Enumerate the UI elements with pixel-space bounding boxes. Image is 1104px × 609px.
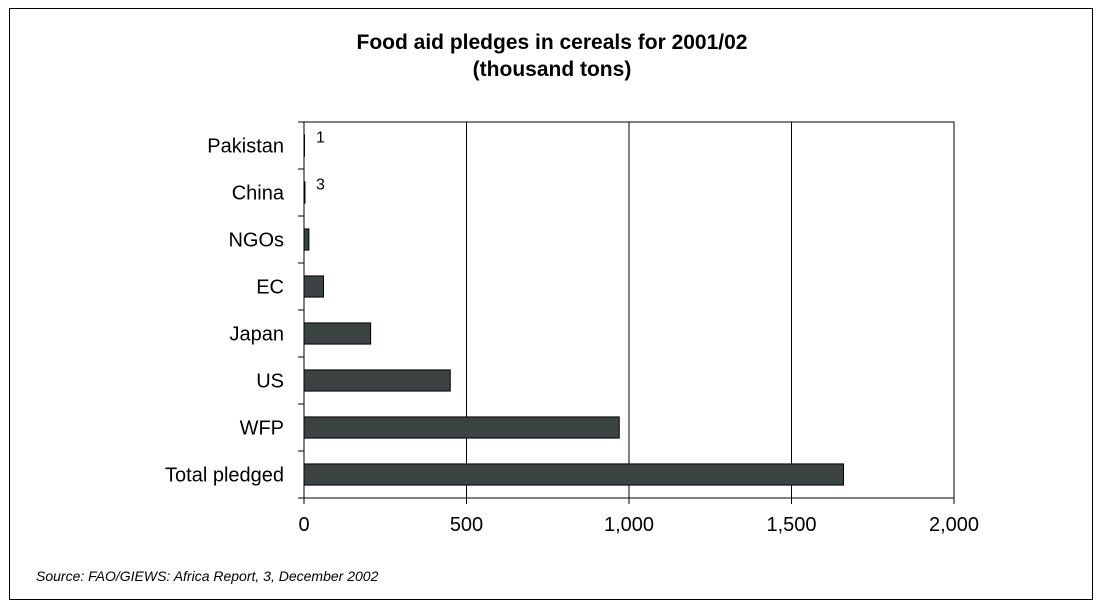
data-label-china: 3 <box>316 177 325 194</box>
source-note: Source: FAO/GIEWS: Africa Report, 3, Dec… <box>36 568 379 584</box>
category-label-china: China <box>232 183 285 205</box>
bar-japan <box>303 322 372 345</box>
x-tick-label-0: 0 <box>298 514 309 536</box>
bar-china <box>303 181 306 204</box>
category-label-ec: EC <box>256 277 284 299</box>
data-label-pakistan: 1 <box>316 130 325 147</box>
category-label-pakistan: Pakistan <box>207 136 284 158</box>
x-tick-label-1500: 1,500 <box>766 514 816 536</box>
category-label-ngos: NGOs <box>228 230 284 252</box>
bar-ngos <box>303 228 310 251</box>
bar-pakistan <box>303 134 305 157</box>
chart-title: Food aid pledges in cereals for 2001/02 <box>356 31 748 54</box>
category-label-total-pledged: Total pledged <box>165 465 284 487</box>
chart-frame <box>9 8 1093 600</box>
x-tick-label-2000: 2,000 <box>929 514 979 536</box>
category-label-japan: Japan <box>230 324 285 346</box>
category-label-us: US <box>256 371 284 393</box>
bar-ec <box>303 275 324 298</box>
x-tick-label-1000: 1,000 <box>604 514 654 536</box>
bar-wfp <box>303 416 620 439</box>
category-label-wfp: WFP <box>240 418 284 440</box>
x-tick-label-500: 500 <box>450 514 483 536</box>
bar-total-pledged <box>303 463 844 486</box>
bar-us <box>303 369 451 392</box>
chart-subtitle: (thousand tons) <box>472 58 632 81</box>
